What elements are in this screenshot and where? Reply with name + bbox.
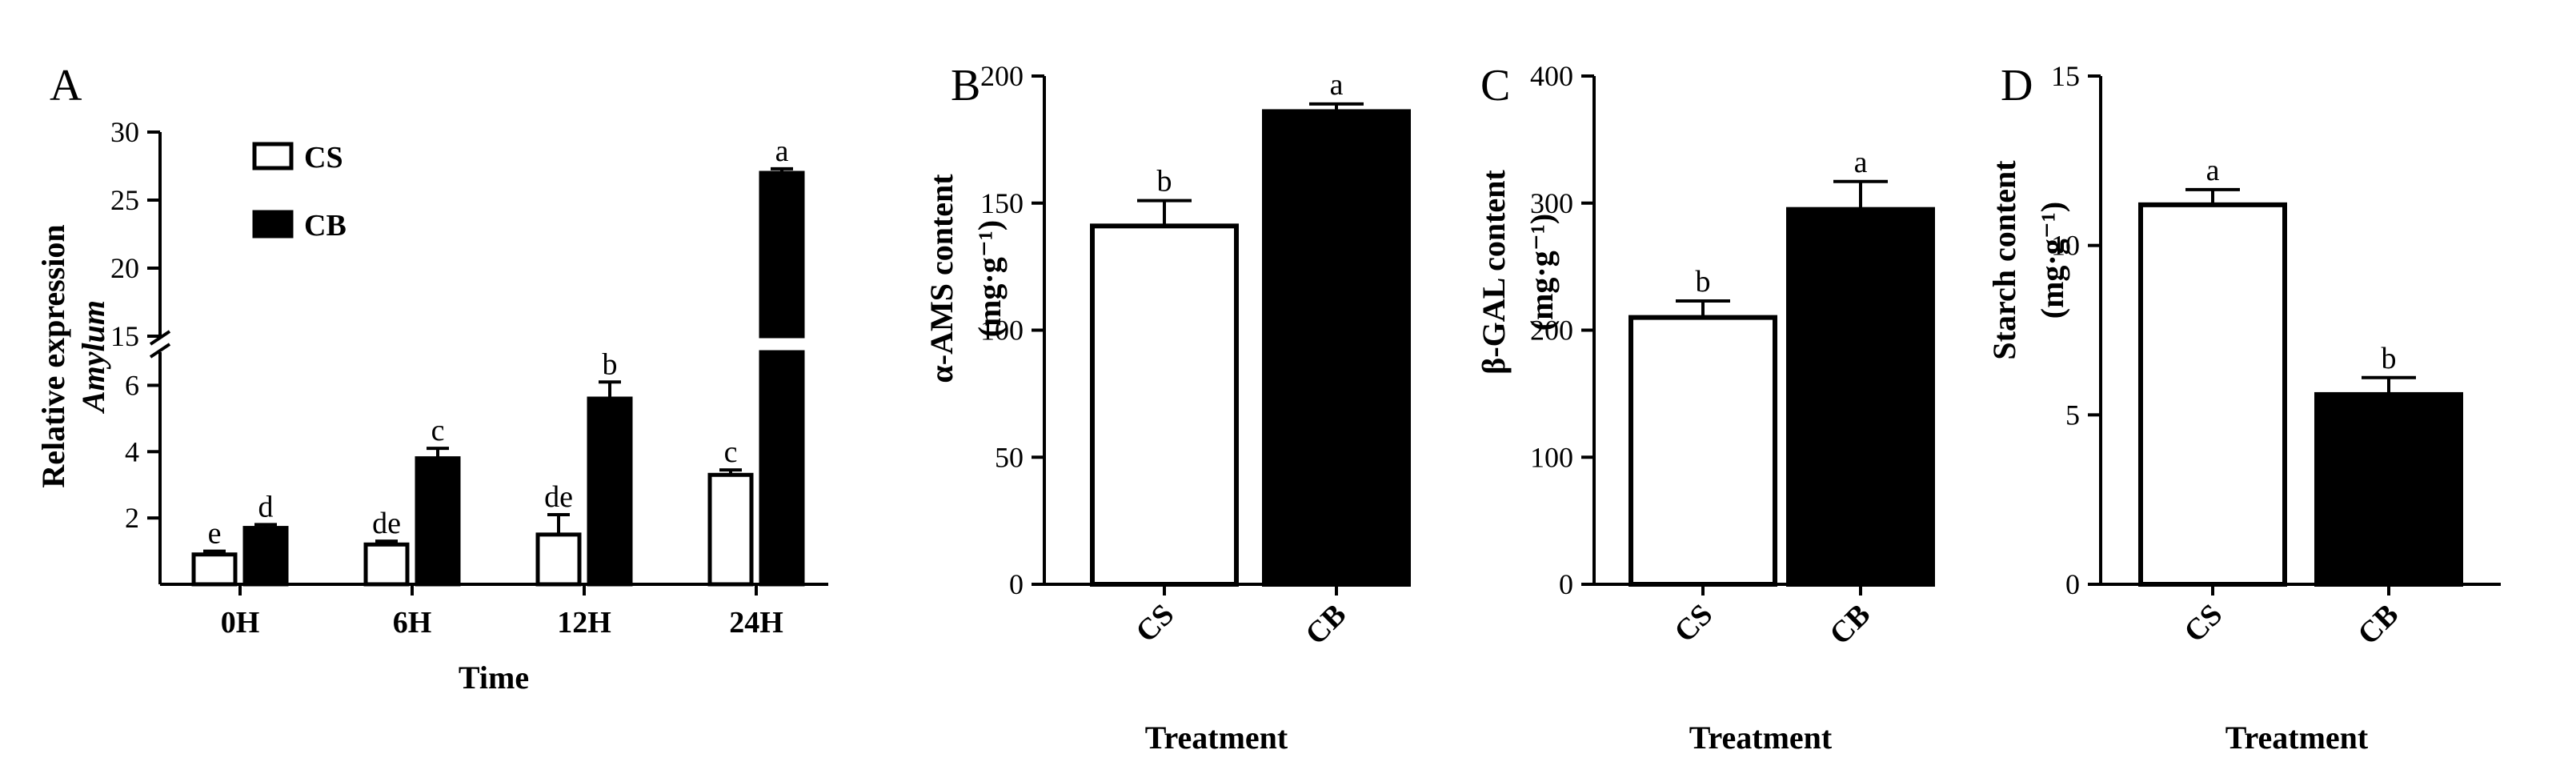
x-tick-label: CB [2351,598,2405,652]
x-tick-label: 0H [221,606,260,640]
y-tick-label: 50 [995,441,1024,473]
significance-letter: b [1696,265,1711,299]
y-axis-title: α-AMS content [923,174,959,383]
significance-letter: a [2206,154,2220,187]
y-axis-unit: (mg·g⁻¹) [1524,214,1560,331]
y-axis-title: Starch content [1986,160,2022,360]
legend-swatch-cs [252,142,294,170]
x-tick-label: CB [1299,598,1352,652]
significance-letter: e [208,517,222,551]
y-tick-label: 100 [1530,441,1573,473]
bar-cb-24h-lower [759,350,805,587]
y-tick-label: 0 [2065,568,2080,600]
y-tick-label: 15 [110,320,139,352]
significance-letter: c [431,414,445,447]
significance-letter: b [2382,342,2397,375]
significance-letter: a [775,134,789,168]
y-tick-label: 20 [110,252,139,284]
y-tick-label: 25 [110,184,139,216]
y-tick-label: 0 [1009,568,1024,600]
panel-letter-a: A [50,61,82,110]
significance-letter: a [1330,68,1344,102]
y-tick-label: 200 [980,60,1024,92]
bar-cs [1629,315,1777,587]
x-axis-title: Treatment [1145,720,1288,756]
y-tick-label: 5 [2065,399,2080,431]
bar-cs [1090,223,1239,587]
significance-letter: b [603,347,618,381]
significance-letter: c [724,435,738,469]
panel-letter-b: B [951,61,980,110]
bar-cs-12h [535,532,582,587]
y-tick-label: 6 [125,369,139,401]
x-tick-label: CS [1129,598,1180,649]
significance-letter: de [372,507,401,540]
y-tick-label: 400 [1530,60,1573,92]
x-tick-label: CS [1668,598,1719,649]
significance-letter: a [1854,146,1868,179]
legend-label-cs: CS [304,141,343,174]
y-axis-title: Relative expression [35,224,71,487]
bar-cb-12h [587,396,633,587]
axis-break-mark [149,343,171,359]
legend-swatch-cb [252,210,294,239]
y-tick-label: 15 [2051,60,2080,92]
x-tick-label: CS [2177,598,2229,649]
x-tick-label: 24H [729,606,783,640]
x-tick-label: 6H [393,606,432,640]
bar-cb [1786,207,1935,587]
significance-letter: de [544,480,573,514]
y-axis-title-gene: Amylum [75,300,111,415]
y-tick-label: 200 [1530,315,1573,347]
y-tick-label: 100 [980,315,1024,347]
x-axis-title: Treatment [1689,720,1833,756]
bar-cs-6h [363,542,410,587]
y-axis-unit: (mg·g⁻¹) [972,220,1008,337]
bar-cb-6h [415,456,461,587]
bar-cs-0h [191,552,238,587]
y-tick-label: 300 [1530,187,1573,219]
bar-cb-0h [242,526,289,587]
x-tick-label: 12H [557,606,611,640]
x-axis-title: Treatment [2225,720,2369,756]
y-tick-label: 150 [980,187,1024,219]
panel-letter-c: C [1480,61,1510,110]
y-tick-label: 10 [2051,230,2080,262]
panel-letter-d: D [2001,61,2033,110]
legend-label-cb: CB [304,209,347,243]
y-tick-label: 0 [1559,568,1573,600]
x-tick-label: CB [1823,598,1877,652]
bar-cs [2138,202,2287,587]
bar-cb [2314,391,2463,587]
significance-letter: d [258,490,274,523]
y-tick-label: 30 [110,116,139,148]
bar-cb [1262,109,1411,587]
y-tick-label: 2 [125,502,139,534]
x-axis-title: Time [459,660,529,696]
y-axis-unit: (mg·g⁻¹) [2034,202,2070,319]
y-tick-label: 4 [125,435,139,467]
bar-cb-24h-upper [759,170,805,339]
significance-letter: b [1157,165,1172,199]
bar-cs-24h [707,472,754,587]
y-axis-title: β-GAL content [1476,170,1512,375]
